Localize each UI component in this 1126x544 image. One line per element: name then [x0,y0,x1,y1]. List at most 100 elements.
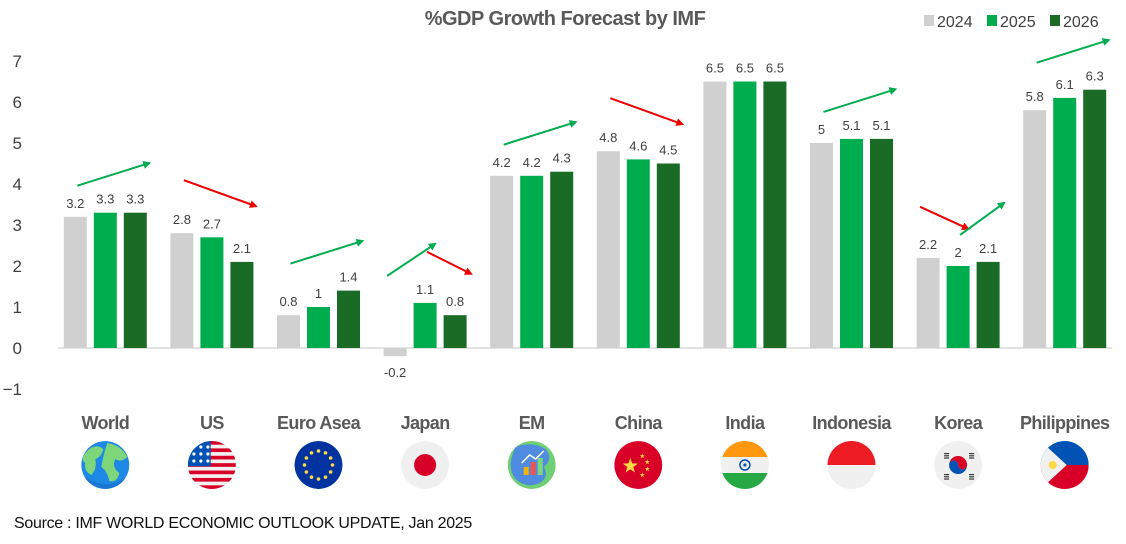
data-label: 5 [818,122,825,137]
china-flag-icon [614,441,663,489]
category-label: China [615,413,664,433]
y-tick-label: −1 [3,380,22,399]
data-label: 4.2 [523,155,541,170]
down-trend-arrow-icon [426,251,473,275]
category-labels: World US Euro Asea Japan EM China India Indones… [81,413,1110,433]
philippines-flag-icon [1040,441,1089,489]
bar-korea-2026 [976,261,1000,348]
bar-euro-asea-2024 [277,315,300,348]
data-labels: 3.2 3.3 3.3 2.8 2.7 2.1 0.8 1 1.4 -0.2 1.1 0.8 4.2 4.… [66,61,1103,381]
legend-label-2026: 2026 [1063,14,1099,31]
bar-indonesia-2025 [840,138,863,348]
data-label: 3.2 [66,196,84,211]
legend: 2024 2025 2026 [924,14,1099,31]
data-label: 5.8 [1026,89,1044,104]
bar-us-2024 [170,233,194,348]
data-label: 4.6 [629,138,647,153]
up-trend-arrow-icon [959,201,1006,236]
data-label: 3.3 [126,192,144,207]
bar-indonesia-2026 [870,138,893,348]
up-trend-arrow-icon [1036,38,1111,64]
data-label: 0.8 [446,294,464,309]
y-tick-label: 6 [13,93,22,112]
y-axis: −1 0 1 2 3 4 5 6 7 [3,52,22,399]
category-label: Japan [401,413,450,433]
bar-euro-asea-2025 [307,307,330,348]
data-label: 6.5 [766,61,784,76]
data-label: 4.5 [659,143,677,158]
bar-japan-2024 [383,348,407,357]
legend-label-2025: 2025 [1000,14,1036,31]
us-flag-icon [187,441,236,489]
bar-euro-asea-2026 [337,290,360,348]
y-tick-label: 1 [13,298,22,317]
down-trend-arrow-icon [919,205,970,230]
up-trend-arrow-icon [386,242,437,277]
bar-india-2025 [733,81,757,348]
data-label: 6.1 [1056,77,1074,92]
up-trend-arrow-icon [823,87,898,113]
bar-korea-2025 [946,266,970,348]
bar-japan-2026 [443,315,467,348]
data-label: 2.1 [233,241,251,256]
indonesia-flag-icon [827,441,876,489]
category-label: Indonesia [812,413,892,433]
bar-world-2026 [123,212,147,348]
bars [63,81,1107,357]
up-trend-arrow-icon [290,238,365,265]
bar-us-2025 [200,237,224,348]
bar-em-2025 [520,175,544,348]
legend-label-2024: 2024 [937,14,973,31]
bar-india-2026 [763,81,787,348]
legend-swatch-2026 [1050,15,1060,26]
y-tick-label: 5 [13,134,22,153]
y-tick-label: 4 [13,175,22,194]
data-label: 1 [315,286,322,301]
bar-china-2024 [596,151,620,348]
down-trend-arrow-icon [609,97,685,126]
y-tick-label: 3 [13,216,22,235]
data-label: 2 [954,245,961,260]
globe-icon [81,441,130,489]
data-label: 4.2 [493,155,511,170]
data-label: 1.1 [416,282,434,297]
japan-flag-icon [401,441,450,489]
bar-philippines-2024 [1023,110,1047,348]
data-label: 1.4 [339,270,357,285]
bar-philippines-2025 [1053,97,1077,349]
bar-em-2026 [550,171,574,348]
category-label: Euro Asea [277,413,362,433]
data-label: 4.3 [553,151,571,166]
data-label: 2.8 [173,212,191,227]
emerging-markets-map-icon [507,441,556,489]
data-label: 5.1 [842,118,860,133]
category-icons [81,441,1089,489]
data-label: 0.8 [279,294,297,309]
data-label: 3.3 [96,192,114,207]
india-flag-icon [720,441,769,489]
data-label: 5.1 [872,118,890,133]
bar-indonesia-2024 [810,143,833,348]
bar-philippines-2026 [1083,89,1107,348]
data-label: 6.5 [736,61,754,76]
trend-arrows [77,38,1111,277]
data-label: 2.7 [203,216,221,231]
data-label: 6.3 [1086,69,1104,84]
bar-world-2025 [93,212,117,348]
legend-swatch-2025 [987,15,997,26]
data-label: -0.2 [384,365,406,380]
data-label: 6.5 [706,61,724,76]
bar-india-2024 [703,81,727,348]
y-tick-label: 2 [13,257,22,276]
category-label: World [81,413,129,433]
data-label: 4.8 [599,130,617,145]
data-label: 2.1 [979,241,997,256]
bar-korea-2024 [916,257,940,348]
category-label: Korea [934,413,984,433]
up-trend-arrow-icon [503,120,578,146]
korea-flag-icon [934,441,983,489]
category-label: Philippines [1020,413,1110,433]
y-tick-label: 0 [13,339,22,358]
bar-world-2024 [63,216,87,348]
eu-flag-icon [294,441,343,489]
